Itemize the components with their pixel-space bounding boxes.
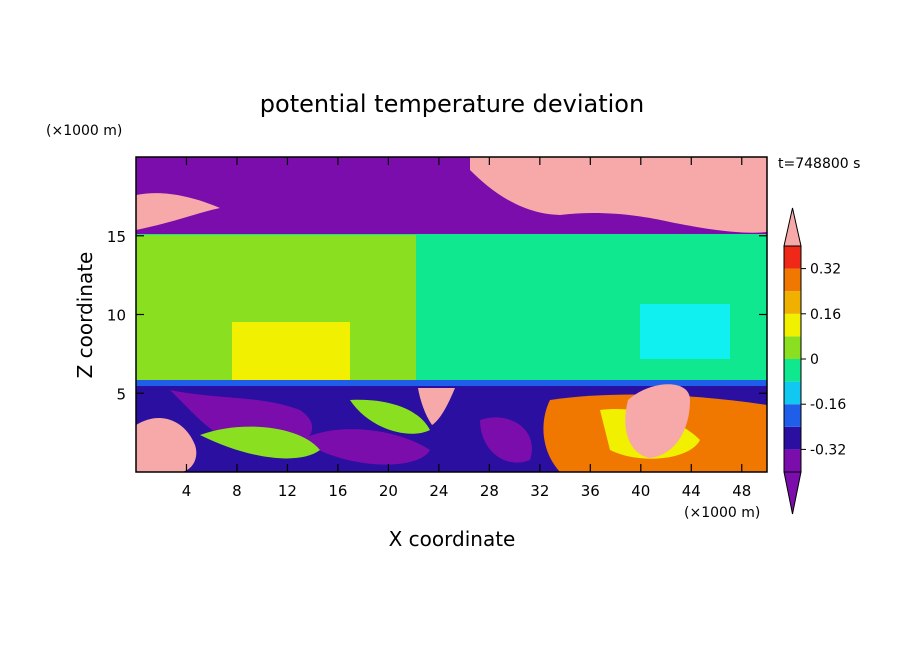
x-tick-label: 32 [530, 482, 549, 500]
x-tick-label: 36 [581, 482, 600, 500]
x-axis: 4 8 12 16 20 24 28 32 36 40 44 48 [182, 157, 751, 500]
y-axis-label: Z coordinate [73, 252, 97, 379]
y-tick-label: 5 [116, 385, 126, 403]
patch-cyan [640, 304, 730, 359]
upper-pink-right [470, 157, 767, 233]
colorbar-tick-label: 0 [810, 352, 819, 368]
y-tick-label: 10 [107, 307, 126, 325]
colorbar-band [784, 336, 801, 359]
x-tick-label: 28 [480, 482, 499, 500]
colorbar-band [784, 359, 801, 382]
colorbar-tick-label: -0.32 [810, 442, 846, 458]
colorbar-band [784, 313, 801, 337]
x-tick-label: 20 [379, 482, 398, 500]
colorbar-band [784, 381, 801, 405]
x-tick-label: 24 [429, 482, 448, 500]
x-tick-label: 8 [232, 482, 242, 500]
time-label: t=748800 s [778, 156, 860, 172]
patch-yellow [232, 322, 350, 380]
x-tick-label: 44 [682, 482, 701, 500]
y-tick-label: 15 [107, 228, 126, 246]
colorbar-tick-label: -0.16 [810, 397, 846, 413]
colorbar: -0.32 -0.16 0 0.16 0.32 [783, 207, 846, 515]
colorbar-under-arrow [783, 471, 802, 515]
lower-pink-mid [418, 388, 455, 425]
colorbar-tick-label: 0.16 [810, 307, 841, 323]
colorbar-band [784, 449, 801, 472]
y-axis: 5 10 15 [107, 228, 767, 403]
x-tick-label: 4 [182, 482, 192, 500]
chart-title: potential temperature deviation [260, 90, 644, 118]
lower-band-line [136, 380, 767, 388]
y-unit-label: (×1000 m) [46, 123, 122, 139]
colorbar-band [784, 426, 801, 450]
x-tick-label: 16 [328, 482, 347, 500]
colorbar-tick-label: 0.32 [810, 262, 841, 278]
colorbar-over-arrow [783, 207, 802, 247]
colorbar-band [784, 268, 801, 292]
x-tick-label: 40 [631, 482, 650, 500]
upper-pink-left [136, 193, 220, 230]
contour-field [136, 157, 767, 472]
x-axis-label: X coordinate [389, 527, 516, 551]
colorbar-band [784, 246, 801, 269]
lower-pink-left [136, 417, 197, 472]
x-tick-label: 12 [278, 482, 297, 500]
lower-green-swirl [200, 399, 430, 459]
x-unit-label: (×1000 m) [684, 505, 760, 521]
lower-pink-right [625, 384, 690, 458]
x-tick-label: 48 [732, 482, 751, 500]
colorbar-band [784, 404, 801, 427]
colorbar-band [784, 291, 801, 314]
